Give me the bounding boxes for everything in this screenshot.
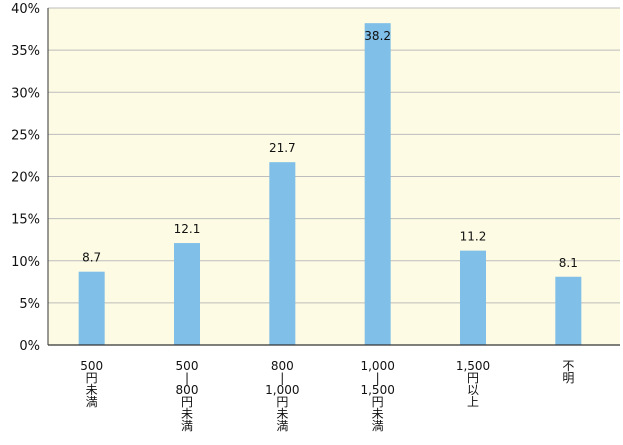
x-axis-categories: 500円未満500|800円未満800|1,000円未満1,000|1,500円… — [80, 359, 574, 433]
y-tick-label: 40% — [11, 2, 40, 17]
bar — [174, 243, 200, 345]
category-label: 不明 — [562, 359, 574, 385]
grid-lines — [48, 7, 620, 304]
category-label-line: 上 — [467, 395, 479, 409]
bar — [364, 23, 391, 345]
category-label-line: | — [376, 371, 380, 385]
y-tick-label: 30% — [11, 86, 40, 101]
category-label-line: 以 — [467, 383, 479, 397]
bars — [78, 23, 582, 345]
category-label-line: 500 — [80, 359, 103, 373]
category-label-line: 800 — [271, 359, 294, 373]
category-label-line: 未 — [372, 407, 384, 421]
y-tick-label: 20% — [11, 171, 40, 186]
category-label-line: 円 — [181, 395, 193, 409]
y-axis-ticks: 0% 5% 10% 15% 20% 25% 30% 35% 40% — [11, 2, 40, 354]
bar — [460, 250, 486, 345]
category-label-line: 1,500 — [360, 383, 394, 397]
category-label-line: 1,500 — [456, 359, 490, 373]
category-label-line: 円 — [86, 371, 98, 385]
category-label-line: 満 — [181, 419, 193, 433]
y-tick-label: 0% — [19, 339, 40, 354]
category-label-line: 円 — [467, 371, 479, 385]
category-label-line: 不 — [562, 359, 574, 373]
category-label-line: 800 — [176, 383, 199, 397]
y-tick-label: 25% — [11, 128, 40, 143]
category-label-line: 円 — [276, 395, 288, 409]
data-label: 12.1 — [174, 222, 201, 236]
data-label: 8.1 — [559, 256, 578, 270]
y-tick-label: 15% — [11, 213, 40, 228]
data-label: 8.7 — [82, 251, 101, 265]
bar — [78, 271, 105, 345]
data-label: 38.2 — [364, 29, 391, 43]
category-label-line: 未 — [181, 407, 193, 421]
y-tick-label: 35% — [11, 44, 40, 59]
category-label-line: 明 — [562, 371, 574, 385]
data-label: 11.2 — [460, 230, 487, 244]
category-label-line: 500 — [176, 359, 199, 373]
category-label-line: 未 — [86, 383, 98, 397]
y-tick-label: 10% — [11, 255, 40, 270]
y-tick-label: 5% — [19, 297, 40, 312]
category-label-line: 円 — [372, 395, 384, 409]
category-label-line: | — [185, 371, 189, 385]
data-label: 21.7 — [269, 141, 296, 155]
category-label-line: 満 — [86, 395, 98, 409]
data-labels: 8.7 12.1 21.7 38.2 11.2 8.1 — [82, 29, 578, 270]
category-label-line: 満 — [372, 419, 384, 433]
category-label-line: 1,000 — [265, 383, 299, 397]
bar — [555, 276, 582, 345]
category-label-line: | — [280, 371, 284, 385]
category-label-line: 満 — [276, 419, 288, 433]
category-label-line: 1,000 — [360, 359, 394, 373]
bar — [269, 162, 296, 345]
category-label-line: 未 — [276, 407, 288, 421]
